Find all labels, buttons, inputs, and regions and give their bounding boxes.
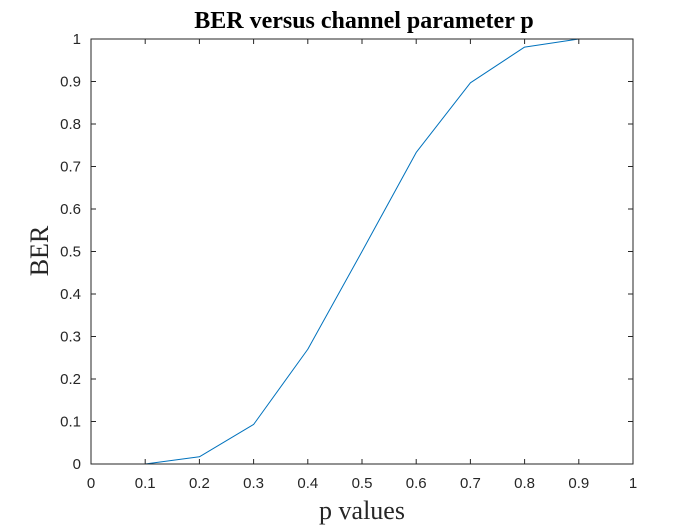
y-tick-label: 0.9: [60, 74, 81, 91]
axes-box: [90, 38, 634, 465]
y-tick-label: 0.1: [60, 414, 81, 431]
x-tick-label: 0.2: [189, 475, 210, 492]
series-line-0: [91, 38, 633, 465]
y-tick-label: 0.2: [60, 371, 81, 388]
x-tick-label: 0.3: [243, 475, 264, 492]
y-tick-labels: 0 0.1 0.2 0.3 0.4 0.5 0.6 0.7 0.8 0.9 1: [60, 31, 81, 473]
x-tick-label: 0: [87, 475, 95, 492]
x-axis-label: p values: [319, 496, 405, 525]
x-tick-label: 0.5: [352, 475, 373, 492]
y-tick-label: 1: [73, 31, 81, 48]
x-tick-label: 0.7: [460, 475, 481, 492]
series-layer: [91, 38, 633, 465]
axis-ticks: [90, 38, 634, 465]
y-tick-label: 0.3: [60, 329, 81, 346]
y-axis-label: BER: [25, 225, 54, 276]
y-tick-label: 0.6: [60, 201, 81, 218]
y-tick-label: 0.4: [60, 286, 81, 303]
y-tick-label: 0.8: [60, 116, 81, 133]
y-tick-label: 0.5: [60, 244, 81, 261]
y-tick-label: 0: [73, 456, 81, 473]
chart-title: BER versus channel parameter p: [194, 8, 534, 34]
x-tick-label: 0.1: [135, 475, 156, 492]
x-tick-label: 0.9: [568, 475, 589, 492]
x-tick-label: 1: [629, 475, 637, 492]
x-tick-label: 0.4: [297, 475, 318, 492]
y-tick-label: 0.7: [60, 159, 81, 176]
x-tick-label: 0.8: [514, 475, 535, 492]
x-tick-labels: 0 0.1 0.2 0.3 0.4 0.5 0.6 0.7 0.8 0.9 1: [87, 475, 637, 492]
x-tick-label: 0.6: [406, 475, 427, 492]
